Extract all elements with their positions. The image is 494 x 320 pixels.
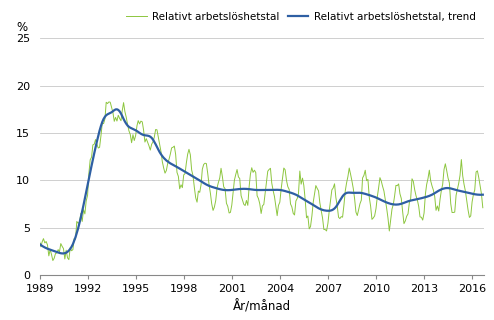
Relativt arbetslöshetstal [480,206,486,210]
Relativt arbetslöshetstal [37,239,42,243]
Y-axis label: %: % [16,21,27,34]
X-axis label: År/månad: År/månad [233,300,291,313]
Line: Relativt arbetslöshetstal, trend: Relativt arbetslöshetstal, trend [40,109,483,253]
Relativt arbetslöshetstal [50,259,56,262]
Relativt arbetslöshetstal [280,177,286,181]
Relativt arbetslöshetstal, trend [37,242,42,246]
Relativt arbetslöshetstal, trend [420,196,426,200]
Relativt arbetslöshetstal [95,146,101,150]
Relativt arbetslöshetstal, trend [281,189,287,193]
Relativt arbetslöshetstal [281,166,287,170]
Relativt arbetslöshetstal, trend [187,173,193,177]
Line: Relativt arbetslöshetstal: Relativt arbetslöshetstal [40,102,483,260]
Relativt arbetslöshetstal [420,218,426,222]
Relativt arbetslöshetstal, trend [114,108,120,111]
Relativt arbetslöshetstal [317,201,323,205]
Relativt arbetslöshetstal, trend [280,188,286,192]
Relativt arbetslöshetstal, trend [95,134,101,138]
Relativt arbetslöshetstal, trend [480,193,486,196]
Legend: Relativt arbetslöshetstal, Relativt arbetslöshetstal, trend: Relativt arbetslöshetstal, Relativt arbe… [122,8,480,26]
Relativt arbetslöshetstal [187,153,193,157]
Relativt arbetslöshetstal, trend [317,207,323,211]
Relativt arbetslöshetstal [106,100,112,104]
Relativt arbetslöshetstal, trend [59,252,65,255]
